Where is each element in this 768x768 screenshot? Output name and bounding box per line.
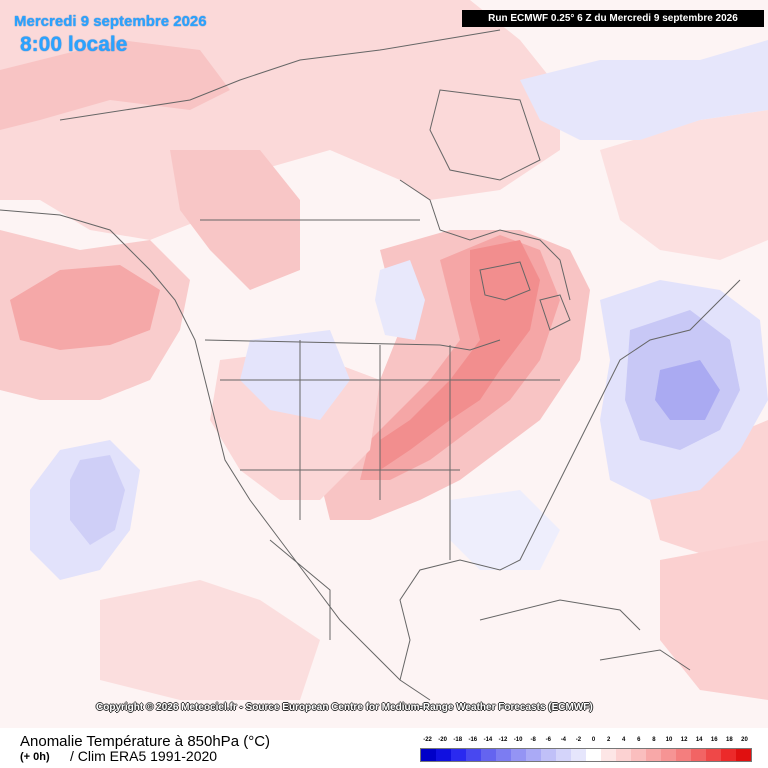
legend-label: -16 bbox=[468, 737, 478, 743]
lakes bbox=[479, 261, 571, 331]
legend-swatch bbox=[736, 749, 751, 761]
color-legend: -22 -20 -18 -16 -14 -12 -10 -8 -6 -4 -2 0 2 4 6 8 10 12 14… bbox=[420, 737, 752, 765]
legend-swatch bbox=[466, 749, 481, 761]
legend-label: -18 bbox=[453, 737, 463, 743]
legend-label: -4 bbox=[560, 737, 567, 743]
legend-swatch bbox=[451, 749, 466, 761]
geographic-outlines bbox=[0, 29, 741, 701]
copyright-text: Copyright © 2026 Meteociel.fr - Source E… bbox=[96, 702, 593, 713]
legend-swatch bbox=[571, 749, 586, 761]
legend-label: 0 bbox=[591, 737, 596, 743]
legend-swatch bbox=[556, 749, 571, 761]
legend-swatch bbox=[436, 749, 451, 761]
legend-label: 16 bbox=[710, 737, 718, 743]
legend-label: 4 bbox=[622, 737, 626, 743]
legend-swatch bbox=[421, 749, 436, 761]
legend-swatch bbox=[631, 749, 646, 761]
legend-label: -22 bbox=[423, 737, 432, 743]
legend-labels: -22 -20 -18 -16 -14 -12 -10 -8 -6 -4 -2 0 2 4 6 8 10 12 14… bbox=[420, 737, 752, 747]
legend-label: -20 bbox=[438, 737, 447, 743]
map-variable-title: Anomalie Température à 850hPa (°C) bbox=[20, 733, 271, 750]
legend-swatch bbox=[721, 749, 736, 761]
legend-color-bar bbox=[420, 748, 752, 762]
legend-label: -8 bbox=[530, 737, 536, 743]
legend-swatch bbox=[676, 749, 691, 761]
legend-label: 2 bbox=[606, 737, 611, 743]
forecast-time-title: 8:00 locale bbox=[20, 33, 128, 56]
temperature-anomaly-map bbox=[0, 0, 768, 728]
legend-label: -6 bbox=[545, 737, 551, 743]
legend-swatch bbox=[706, 749, 721, 761]
forecast-offset: (+ 0h) bbox=[20, 751, 50, 763]
cool-anomaly-areas bbox=[30, 40, 768, 580]
legend-swatch bbox=[601, 749, 616, 761]
legend-swatch bbox=[511, 749, 526, 761]
legend-swatch bbox=[646, 749, 661, 761]
legend-label: 8 bbox=[652, 737, 656, 743]
legend-label: -14 bbox=[483, 737, 493, 743]
legend-label: 18 bbox=[726, 737, 733, 743]
legend-label: 10 bbox=[665, 737, 673, 743]
legend-swatch bbox=[616, 749, 631, 761]
legend-label: 20 bbox=[741, 737, 748, 743]
run-info-label: Run ECMWF 0.25° 6 Z du Mercredi 9 septem… bbox=[462, 10, 764, 27]
forecast-date-title: Mercredi 9 septembre 2026 bbox=[14, 13, 207, 30]
legend-label: 12 bbox=[680, 737, 688, 743]
legend-label: 6 bbox=[637, 737, 641, 743]
legend-label: -2 bbox=[575, 737, 582, 743]
legend-label: 14 bbox=[695, 737, 703, 743]
legend-swatch bbox=[691, 749, 706, 761]
legend-swatch bbox=[586, 749, 601, 761]
legend-swatch bbox=[541, 749, 556, 761]
legend-label: -10 bbox=[513, 737, 523, 743]
legend-swatch bbox=[661, 749, 676, 761]
footer: Anomalie Température à 850hPa (°C) (+ 0h… bbox=[0, 728, 768, 768]
legend-swatch bbox=[481, 749, 496, 761]
legend-swatch bbox=[496, 749, 511, 761]
legend-label: -12 bbox=[498, 737, 508, 743]
climatology-label: / Clim ERA5 1991-2020 bbox=[70, 748, 218, 764]
legend-swatch bbox=[526, 749, 541, 761]
